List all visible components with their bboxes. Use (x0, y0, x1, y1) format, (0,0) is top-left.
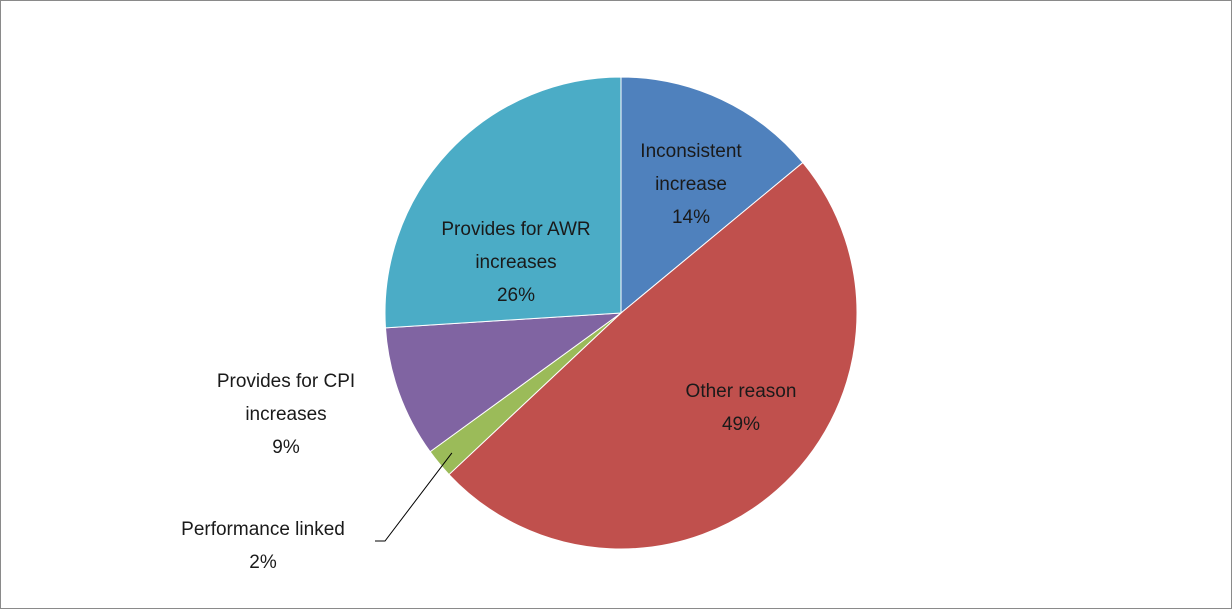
slice-label: Provides for CPI increases (216, 371, 356, 425)
pie-slice (384, 312, 623, 453)
slice-label: Provides for AWR increases (441, 219, 591, 273)
value-label: 9% (272, 437, 300, 458)
pie-slice (620, 76, 804, 315)
pie-slice (448, 161, 858, 550)
value-label: 49% (721, 414, 761, 435)
slice-label: Other reason (685, 381, 797, 402)
value-label: 2% (249, 552, 277, 573)
pie-slice (384, 76, 622, 329)
value-label: 26% (496, 285, 536, 306)
leader-line (375, 452, 453, 542)
slice-label: Performance linked (181, 519, 345, 540)
slice-label: Inconsistent increase (640, 141, 742, 195)
value-label: 14% (671, 207, 711, 228)
